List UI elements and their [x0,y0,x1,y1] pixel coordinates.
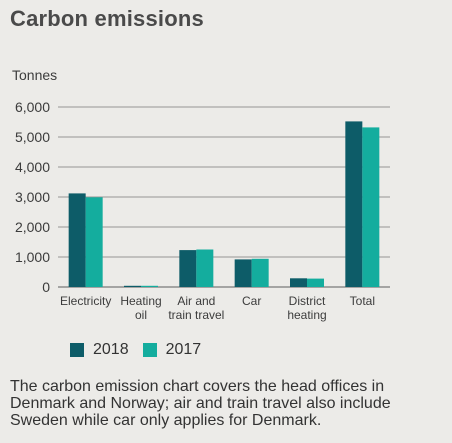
bar-2017-2 [196,249,214,287]
y-tick-label: 1,000 [15,249,50,265]
chart-title: Carbon emissions [10,6,204,31]
y-tick-label: 5,000 [15,129,50,145]
x-tick-label: train travel [168,308,224,322]
footnote: The carbon emission chart covers the hea… [10,378,391,429]
bar-2018-1 [124,285,141,287]
y-tick-label: 3,000 [15,189,50,205]
bar-2018-2 [179,250,197,287]
legend-item-2017: 2017 [142,341,202,359]
legend-item-2018: 2018 [70,341,129,359]
bar-2017-4 [307,278,324,287]
bar-2018-4 [290,278,307,287]
x-tick-label: heating [287,308,326,322]
bar-2018-0 [68,193,86,287]
bar-2017-0 [85,197,103,287]
y-tick-label: 0 [42,279,50,295]
legend-swatch-2018 [70,343,84,357]
x-tick-label: Total [350,294,375,308]
bar-2017-1 [141,285,158,287]
bar-2017-5 [362,127,380,288]
x-tick-label: Electricity [60,294,111,308]
x-tick-label: oil [135,308,147,322]
chart-legend: 2018 2017 [70,341,215,359]
bar-2018-5 [345,121,363,288]
y-tick-label: 6,000 [15,99,50,115]
x-tick-label: Air and [177,294,215,308]
y-axis-unit-label: Tonnes [12,67,58,83]
x-tick-label: Heating [120,294,161,308]
x-tick-label: District [289,294,326,308]
bar-chart: 0 1,000 2,000 3,000 4,000 5,000 6,000 Electrici… [15,99,390,322]
legend-label-2018: 2018 [93,341,129,358]
y-tick-label: 4,000 [15,159,50,175]
bar-2018-3 [234,259,252,287]
bar-2017-3 [251,258,269,287]
y-tick-label: 2,000 [15,219,50,235]
legend-swatch-2017 [142,343,157,357]
x-tick-label: Car [242,294,261,308]
legend-label-2017: 2017 [165,341,202,358]
